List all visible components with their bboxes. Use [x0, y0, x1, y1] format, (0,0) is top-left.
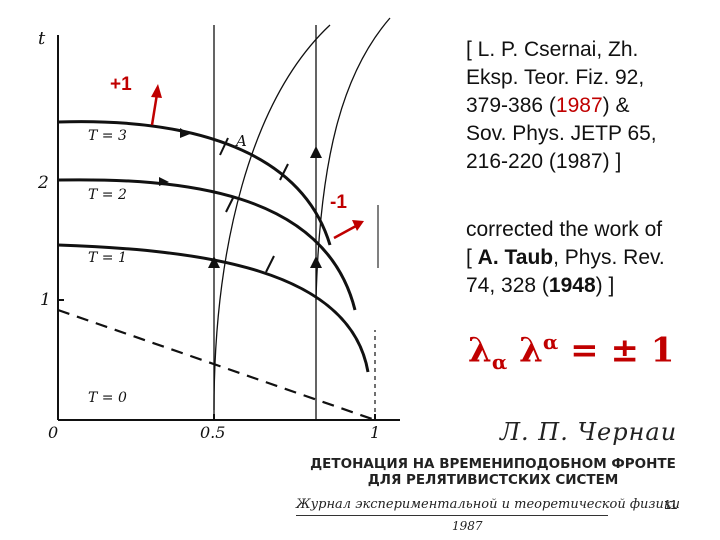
slide-number: 11: [664, 497, 678, 512]
red-arrow-plus-head: [151, 84, 162, 98]
formula-rest: = ± 1: [558, 330, 675, 371]
reference-line-3: 379-386 (1987) &: [466, 92, 716, 120]
normalization-formula: λα λα = ± 1: [468, 330, 674, 374]
reference-line-2: Eksp. Teor. Fiz. 92,: [466, 66, 645, 89]
red-arrow-minus-head: [352, 220, 364, 231]
red-arrow-plus-line: [150, 93, 159, 126]
reference-line-5: 216-220 (1987) ]: [466, 150, 622, 173]
reference-line-4: Sov. Phys. JETP 65,: [466, 122, 657, 145]
arrowhead-5: [159, 177, 169, 186]
cross-tick-1: [219, 137, 229, 156]
arrowhead-1: [208, 256, 220, 268]
label-T0: T = 0: [88, 390, 127, 406]
label-A: A: [234, 132, 247, 150]
russian-author: Л. П. Чернаи: [500, 418, 678, 446]
reference-line-3-suffix: ) &: [602, 94, 630, 117]
flow-line-A: [213, 24, 331, 411]
correction-line-3-prefix: 74, 328 (: [466, 274, 549, 297]
formula-subscript: α: [491, 350, 508, 375]
journal-rule: [296, 515, 608, 516]
formula-lambda-1: λ: [468, 330, 492, 371]
correction-author: A. Taub: [477, 246, 554, 269]
t-tick-label-2: 2: [37, 173, 49, 193]
label-T1: T = 1: [88, 250, 127, 266]
correction-line-2: [ A. Taub, Phys. Rev.: [466, 244, 716, 272]
correction-line-2-prefix: [: [466, 246, 478, 269]
flow-line-right: [315, 17, 391, 301]
arrowhead-3: [310, 146, 322, 158]
correction-year: 1948: [548, 274, 596, 297]
correction-citation: corrected the work of [ A. Taub, Phys. R…: [466, 216, 716, 300]
cross-tick-3: [265, 255, 275, 273]
curve-T3: [57, 120, 332, 246]
reference-citation: [ L. P. Csernai, Zh. Eksp. Teor. Fiz. 92…: [466, 36, 716, 176]
marker-minus-one: -1: [330, 192, 347, 213]
reference-year: 1987: [555, 94, 603, 117]
t-axis-label: t: [38, 28, 46, 49]
curve-T1: [57, 243, 370, 373]
x-tick-label-0: 0: [48, 423, 58, 442]
curve-T0: [57, 308, 376, 422]
cross-tick-2: [225, 195, 235, 213]
x-tick-label-05: 0.5: [200, 423, 225, 442]
reference-line-1: [ L. P. Csernai, Zh.: [466, 36, 716, 64]
cross-tick-4: [279, 163, 289, 181]
label-T3: T = 3: [88, 128, 127, 144]
t-tick-label-1: 1: [40, 290, 51, 310]
x-tick-label-1: 1: [370, 423, 380, 442]
correction-line-3-suffix: ) ]: [595, 274, 615, 297]
curve-T2: [57, 178, 357, 311]
russian-journal: Журнал экспериментальной и теоретической…: [296, 497, 681, 512]
russian-title-line-2: ДЛЯ РЕЛЯТИВИСТСКИХ СИСТЕМ: [367, 472, 619, 488]
label-T2: T = 2: [88, 187, 127, 203]
formula-lambda-2: λ: [507, 330, 543, 371]
russian-title: ДЕТОНАЦИЯ НА ВРЕМЕНИПОДОБНОМ ФРОНТЕ ДЛЯ …: [298, 456, 688, 488]
marker-plus-one: +1: [110, 74, 132, 95]
arrowhead-2: [310, 256, 322, 268]
russian-year: 1987: [452, 519, 483, 533]
formula-superscript: α: [542, 330, 559, 354]
russian-title-line-1: ДЕТОНАЦИЯ НА ВРЕМЕНИПОДОБНОМ ФРОНТЕ: [310, 456, 676, 472]
arrowhead-4: [180, 128, 190, 138]
correction-line-3: 74, 328 (1948) ]: [466, 272, 716, 300]
red-arrow-minus-line: [333, 224, 357, 240]
correction-line-2-suffix: , Phys. Rev.: [553, 246, 665, 269]
correction-line-1: corrected the work of: [466, 218, 663, 241]
reference-line-3-prefix: 379-386 (: [466, 94, 556, 117]
reference-line-1-text: [ L. P. Csernai, Zh.: [466, 38, 639, 61]
